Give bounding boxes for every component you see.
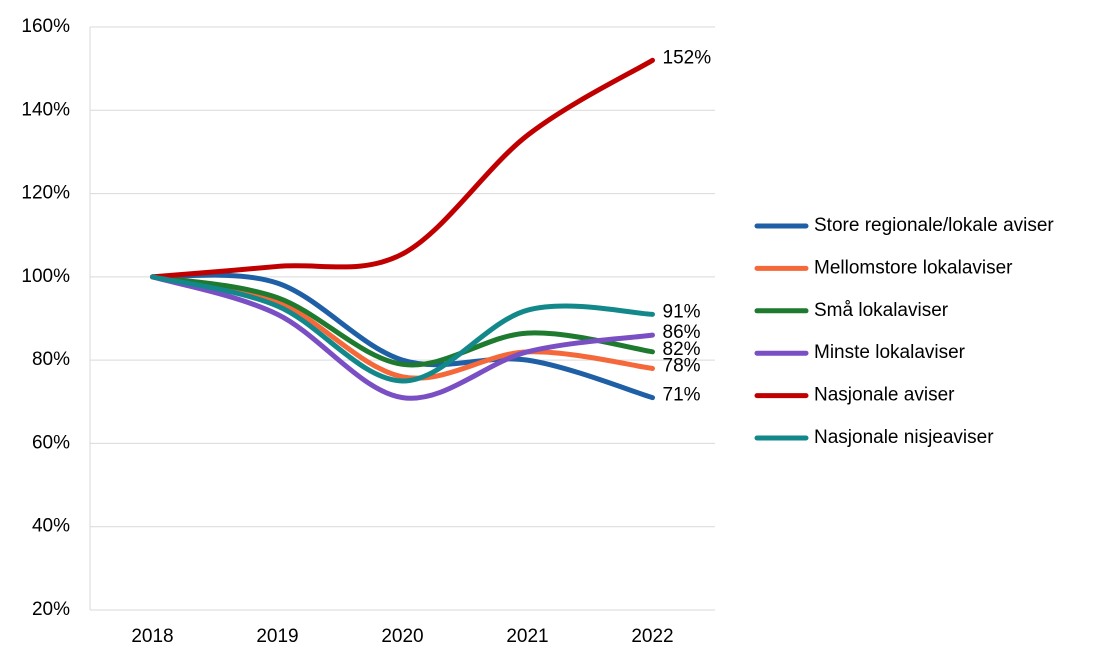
value-label: 82% — [663, 339, 701, 360]
y-tick-label: 80% — [32, 349, 70, 370]
y-tick-label: 60% — [32, 432, 70, 453]
value-label: 78% — [663, 355, 701, 376]
series-line — [150, 272, 655, 401]
x-tick-label: 2020 — [381, 626, 423, 647]
series-line — [150, 274, 655, 381]
x-tick-label: 2019 — [256, 626, 298, 647]
legend-label: Store regionale/lokale aviser — [814, 215, 1054, 236]
value-label: 91% — [663, 301, 701, 322]
y-tick-label: 100% — [21, 266, 70, 287]
series-line — [150, 274, 655, 401]
legend-label: Nasjonale nisjeaviser — [814, 427, 994, 448]
x-tick-label: 2022 — [631, 626, 673, 647]
y-tick-label: 120% — [21, 183, 70, 204]
y-tick-label: 140% — [21, 99, 70, 120]
value-label: 71% — [663, 385, 701, 406]
y-tick-label: 40% — [32, 516, 70, 537]
x-tick-label: 2021 — [506, 626, 548, 647]
value-label: 86% — [663, 322, 701, 343]
legend-label: Små lokalaviser — [814, 300, 949, 321]
series-line — [150, 57, 655, 280]
legend-label: Nasjonale aviser — [814, 385, 955, 406]
series-line — [150, 274, 655, 368]
y-tick-label: 160% — [21, 16, 70, 37]
x-tick-label: 2018 — [131, 626, 173, 647]
series-line — [150, 274, 655, 384]
y-tick-label: 20% — [32, 599, 70, 620]
legend-label: Minste lokalaviser — [814, 342, 966, 363]
value-label: 152% — [663, 47, 712, 68]
legend-label: Mellomstore lokalaviser — [814, 257, 1013, 278]
